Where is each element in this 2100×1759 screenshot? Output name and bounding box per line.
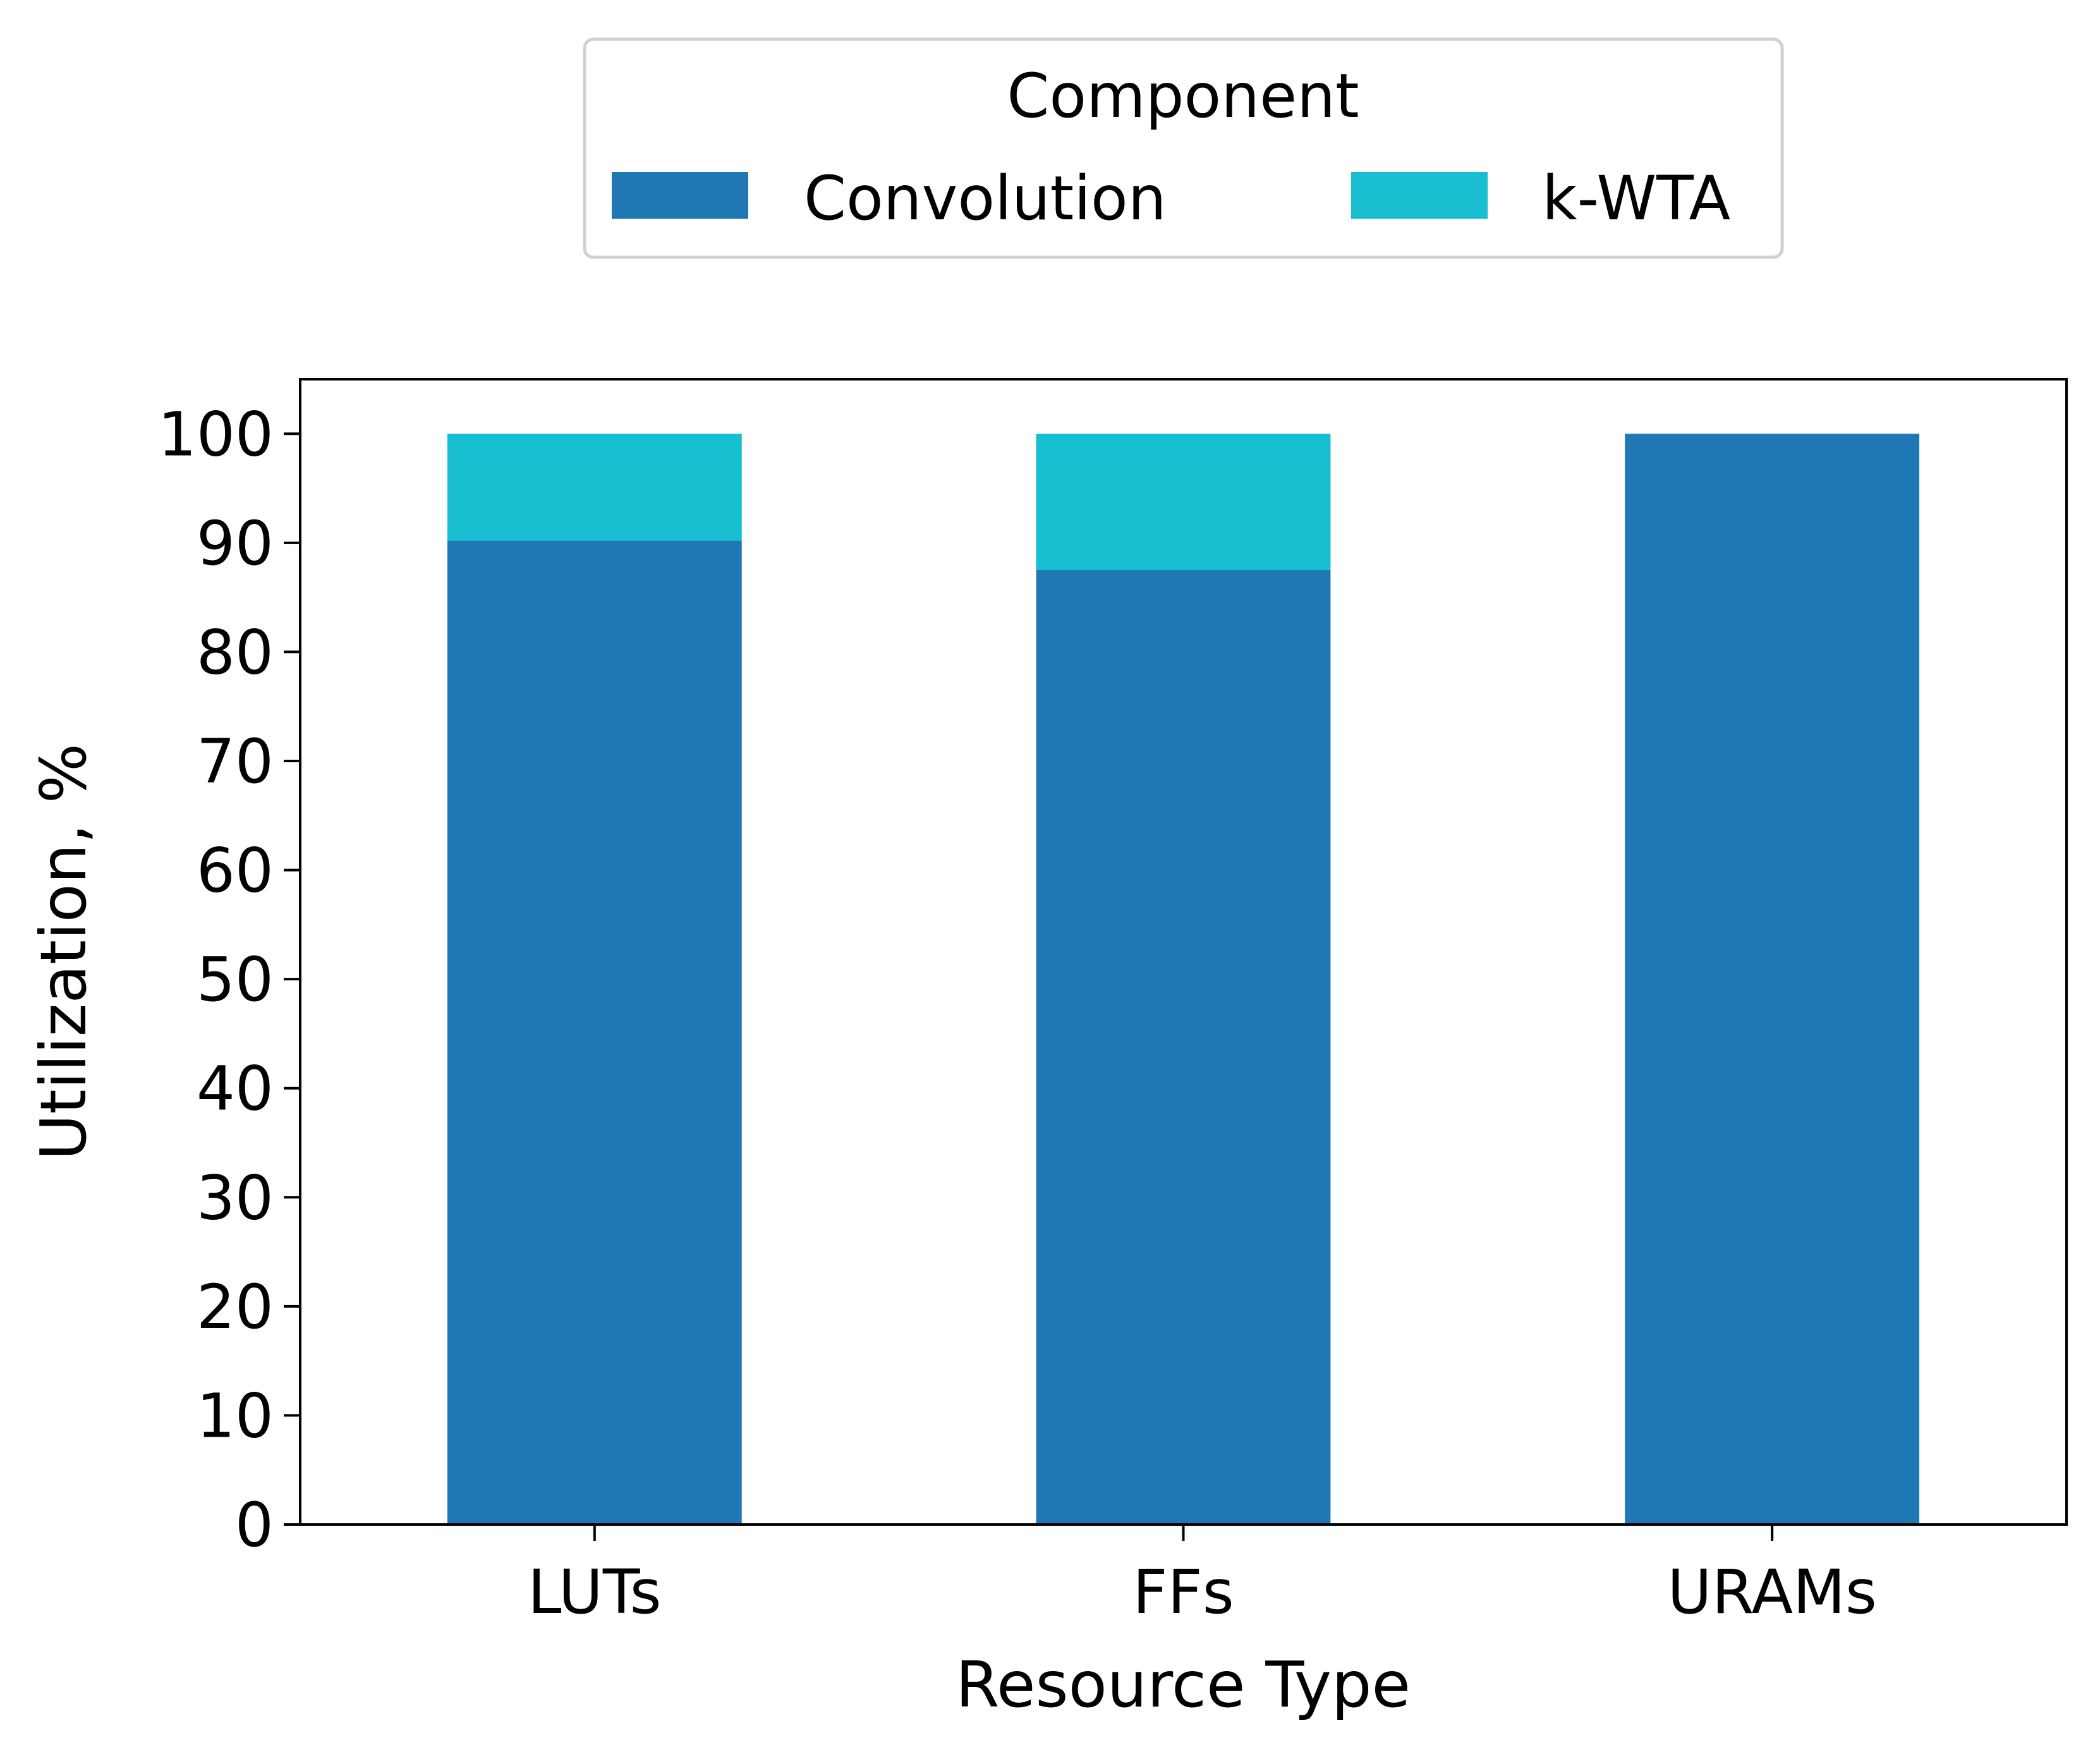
x-axis-label: Resource Type [956,1648,1411,1722]
legend-swatch-convolution [612,172,748,219]
x-tick-label-luts: LUTs [528,1557,662,1628]
legend-label-k-wta: k-WTA [1542,163,1730,234]
bar-convolution-urams [1625,434,1920,1525]
y-tick-label: 90 [197,508,274,579]
x-tick-label-urams: URAMs [1667,1557,1877,1628]
y-tick-label: 100 [158,399,274,470]
y-axis: 0 10 20 30 40 50 60 70 80 90 100 [158,399,300,1561]
y-axis-label: Utilization, % [27,743,100,1160]
x-tick-label-ffs: FFs [1132,1557,1234,1628]
y-tick-label: 50 [197,944,274,1015]
y-tick-label: 40 [197,1054,274,1124]
bar-k-wta-luts [447,434,742,541]
y-tick-label: 30 [197,1162,274,1233]
bar-k-wta-ffs [1036,434,1331,570]
x-axis: LUTs FFs URAMs [528,1525,1877,1628]
y-tick-label: 20 [197,1272,274,1342]
legend-title: Component [1007,61,1359,131]
y-tick-label: 10 [197,1380,274,1451]
bar-convolution-ffs [1036,570,1331,1525]
legend: Component Convolution k-WTA [583,37,1784,259]
y-tick-label: 60 [197,836,274,906]
legend-label-convolution: Convolution [804,163,1167,234]
y-tick-label: 0 [235,1490,274,1561]
bars-layer [447,434,1920,1525]
y-tick-label: 80 [197,617,274,688]
legend-swatch-k-wta [1351,172,1488,219]
bar-convolution-luts [447,540,742,1525]
y-tick-label: 70 [197,726,274,797]
